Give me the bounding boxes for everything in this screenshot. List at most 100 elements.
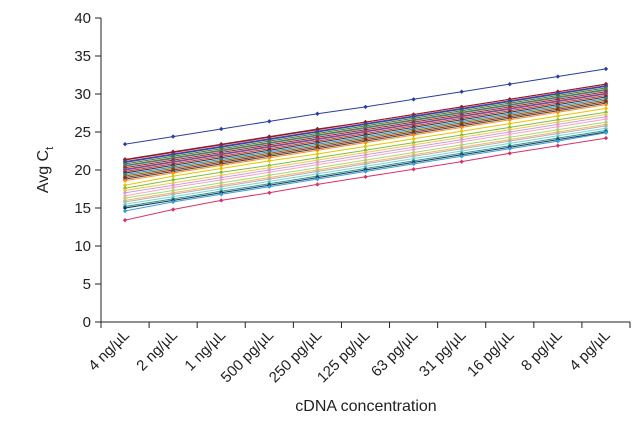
data-point <box>122 141 128 147</box>
data-point <box>555 131 561 136</box>
data-point <box>267 167 272 173</box>
data-point <box>603 119 609 125</box>
data-point <box>459 129 464 134</box>
data-point <box>603 66 609 72</box>
y-tick-label: 15 <box>74 200 91 217</box>
series <box>122 130 609 214</box>
data-point <box>315 182 320 187</box>
y-tick-label: 20 <box>74 162 91 179</box>
data-point <box>170 192 176 197</box>
data-point <box>507 151 512 156</box>
data-point <box>122 188 128 193</box>
data-point <box>170 177 176 183</box>
series <box>122 135 609 223</box>
data-point <box>411 145 416 150</box>
data-point <box>170 180 176 186</box>
data-point <box>267 170 272 175</box>
data-point <box>555 110 561 115</box>
data-point <box>603 102 609 107</box>
data-point <box>122 190 128 195</box>
data-point <box>219 177 224 183</box>
data-point <box>459 137 464 142</box>
data-point <box>267 184 272 189</box>
data-point <box>603 110 609 115</box>
series <box>122 102 609 183</box>
data-point <box>459 132 464 138</box>
series <box>122 114 609 195</box>
data-point <box>315 155 320 161</box>
data-point <box>170 188 176 193</box>
data-point <box>170 183 176 188</box>
data-point <box>315 162 320 167</box>
y-tick-label: 0 <box>83 314 91 331</box>
x-tick-label: 1 ng/µL <box>181 327 229 375</box>
data-point <box>411 142 416 148</box>
data-point <box>122 183 128 188</box>
data-point <box>555 138 561 144</box>
data-point <box>411 150 416 155</box>
data-point <box>315 169 320 174</box>
x-tick-label: 4 pg/µL <box>566 327 614 375</box>
series <box>122 126 609 207</box>
data-point <box>411 140 416 145</box>
data-point <box>315 148 320 153</box>
series <box>122 110 609 191</box>
data-point <box>219 180 224 186</box>
y-tick-label: 40 <box>74 10 91 27</box>
data-point <box>363 154 368 160</box>
data-point <box>219 184 224 189</box>
data-point <box>363 144 368 149</box>
x-axis-title: cDNA concentration <box>295 398 436 415</box>
data-point <box>363 161 368 167</box>
data-point <box>122 178 128 183</box>
series <box>122 112 609 193</box>
data-point <box>555 74 561 79</box>
data-point <box>363 169 368 174</box>
y-tick-label: 30 <box>74 86 91 103</box>
data-point <box>170 194 176 199</box>
data-point <box>507 121 512 126</box>
data-point <box>315 151 320 157</box>
data-point <box>170 173 176 179</box>
data-point <box>411 132 416 138</box>
data-point <box>555 113 561 119</box>
data-point <box>603 116 609 122</box>
data-point <box>555 119 561 125</box>
data-point <box>411 167 416 172</box>
data-point <box>219 175 224 180</box>
series <box>122 123 609 205</box>
data-point <box>363 148 368 153</box>
data-point <box>555 127 561 132</box>
data-point <box>122 217 128 223</box>
data-point <box>507 135 512 140</box>
data-point <box>555 122 561 127</box>
data-point <box>555 124 561 129</box>
data-point <box>555 143 561 148</box>
data-point <box>267 155 272 161</box>
data-point <box>603 123 609 129</box>
data-point <box>363 157 368 163</box>
x-tick-label: 125 pg/µL <box>314 327 373 386</box>
data-point <box>267 190 272 195</box>
y-axis-title-main: Avg C <box>35 150 52 193</box>
y-axis: 0 5 10 15 20 25 30 35 40 <box>74 10 102 331</box>
data-point <box>411 156 416 161</box>
data-point <box>363 174 368 180</box>
data-point <box>411 154 416 159</box>
data-point <box>267 165 272 170</box>
data-point <box>363 164 368 169</box>
data-point <box>363 152 368 157</box>
data-point <box>219 170 224 175</box>
data-point <box>219 186 224 192</box>
data-point <box>267 176 272 182</box>
x-tick-label: 4 ng/µL <box>85 327 133 375</box>
data-point <box>122 195 128 201</box>
data-point <box>122 193 128 199</box>
y-tick-label: 10 <box>74 238 91 255</box>
series <box>122 119 609 201</box>
data-point <box>459 148 464 154</box>
data-point <box>507 81 512 87</box>
data-point <box>459 125 464 130</box>
data-point <box>219 198 224 203</box>
